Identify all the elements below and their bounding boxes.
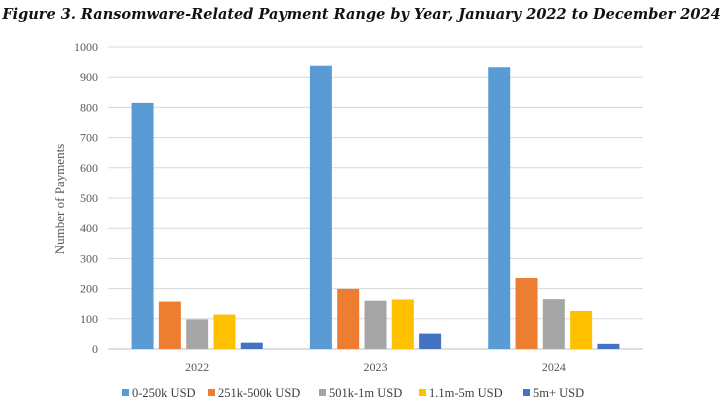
- y-tick-label: 300: [80, 251, 98, 265]
- legend-label: 501k-1m USD: [329, 386, 402, 400]
- x-tick-label: 2024: [542, 360, 566, 374]
- y-tick-label: 1000: [74, 40, 98, 54]
- legend-swatch: [208, 389, 215, 396]
- bars: [131, 65, 620, 350]
- legend-swatch: [523, 389, 530, 396]
- bar-2022-2: [186, 319, 209, 349]
- y-axis-ticks: 0 100 200 300 400 500 600 700 800 900 1000: [74, 40, 98, 356]
- legend-label: 251k-500k USD: [218, 386, 300, 400]
- y-tick-label: 0: [92, 342, 98, 356]
- legend-label: 1.1m-5m USD: [429, 386, 503, 400]
- x-axis-ticks: 2022 2023 2024: [185, 360, 566, 374]
- bar-2024-1: [515, 278, 538, 349]
- y-tick-label: 500: [80, 191, 98, 205]
- bar-2022-3: [213, 314, 236, 349]
- bar-2023-1: [337, 288, 360, 349]
- y-axis-label: Number of Payments: [52, 144, 67, 254]
- y-tick-label: 600: [80, 161, 98, 175]
- bar-2024-4: [597, 343, 620, 349]
- legend-swatch: [319, 389, 326, 396]
- bar-2023-3: [391, 299, 414, 349]
- bar-2022-4: [240, 342, 263, 349]
- x-tick-label: 2022: [185, 360, 209, 374]
- bar-2023-2: [364, 300, 387, 349]
- legend: 0-250k USD 251k-500k USD 501k-1m USD 1.1m-5…: [122, 386, 584, 400]
- bar-2022-1: [158, 301, 181, 349]
- y-tick-label: 900: [80, 70, 98, 84]
- y-tick-label: 800: [80, 100, 98, 114]
- bar-2024-0: [488, 67, 511, 349]
- legend-label: 0-250k USD: [132, 386, 196, 400]
- y-tick-label: 700: [80, 131, 98, 145]
- y-tick-label: 400: [80, 221, 98, 235]
- y-tick-label: 200: [80, 282, 98, 296]
- chart-title: Figure 3. Ransomware-Related Payment Ran…: [2, 6, 721, 23]
- bar-2023-0: [309, 65, 332, 349]
- x-tick-label: 2023: [364, 360, 388, 374]
- legend-label: 5m+ USD: [533, 386, 584, 400]
- bar-2024-3: [570, 310, 593, 349]
- y-tick-label: 100: [80, 312, 98, 326]
- bar-2023-4: [419, 333, 442, 349]
- legend-swatch: [419, 389, 426, 396]
- bar-2022-0: [131, 102, 154, 350]
- legend-swatch: [122, 389, 129, 396]
- bar-2024-2: [542, 299, 565, 349]
